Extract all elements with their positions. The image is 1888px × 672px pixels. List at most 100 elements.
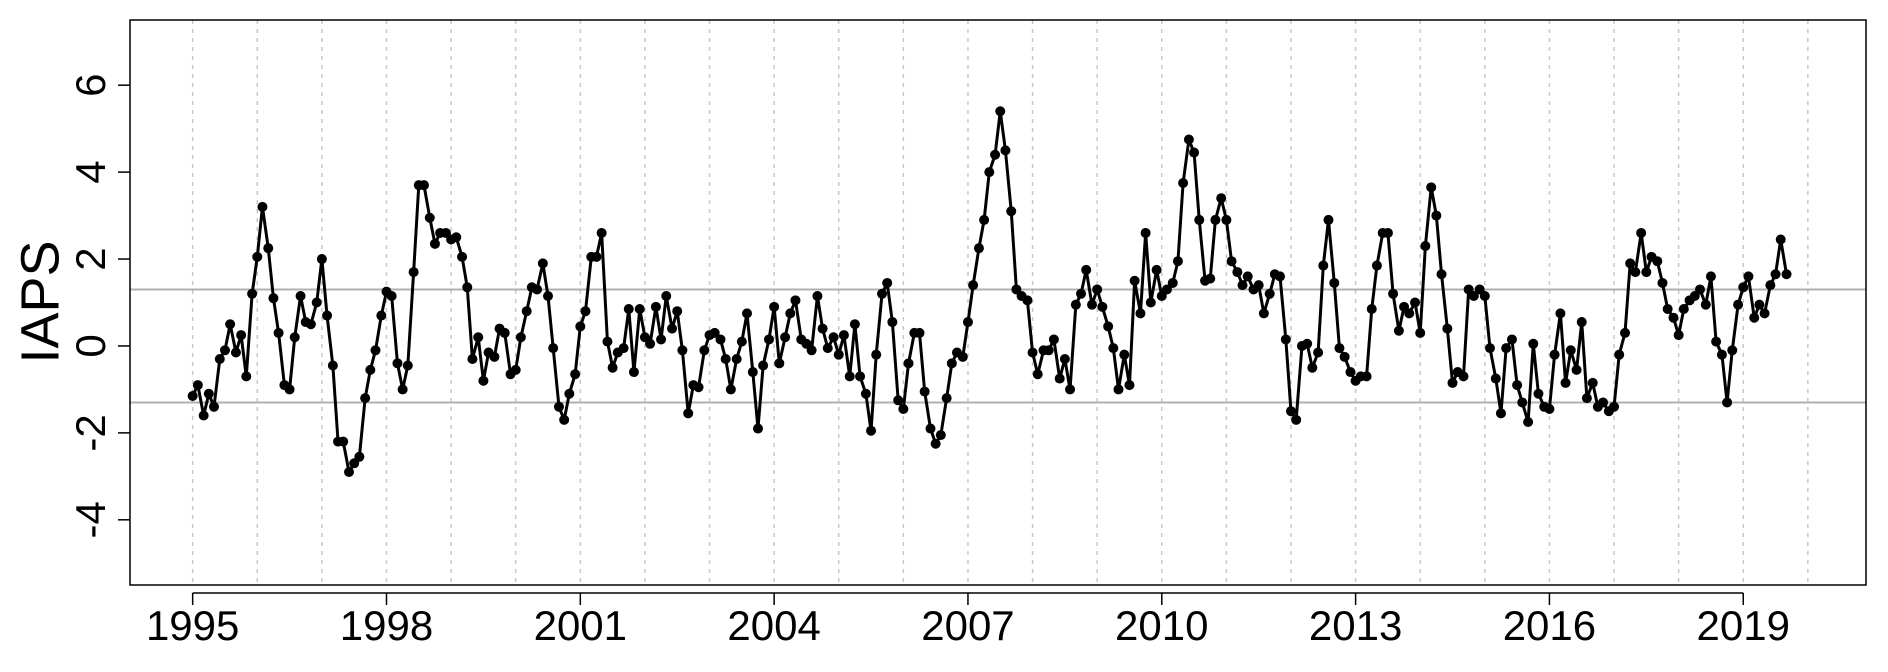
data-point bbox=[198, 410, 209, 421]
data-point bbox=[1022, 295, 1033, 306]
data-point bbox=[192, 380, 203, 391]
data-point bbox=[1549, 349, 1560, 360]
y-tick-label: 6 bbox=[67, 74, 114, 97]
data-point bbox=[742, 308, 753, 319]
data-point bbox=[457, 251, 468, 262]
data-point bbox=[1415, 327, 1426, 338]
data-point bbox=[984, 167, 995, 178]
data-point bbox=[1727, 345, 1738, 356]
data-point bbox=[677, 345, 688, 356]
data-point bbox=[925, 423, 936, 434]
data-point bbox=[882, 277, 893, 288]
data-point bbox=[451, 232, 462, 243]
data-point bbox=[962, 317, 973, 328]
y-tick-label: -2 bbox=[67, 414, 114, 451]
data-point bbox=[1716, 349, 1727, 360]
data-point bbox=[1490, 373, 1501, 384]
data-point bbox=[1759, 308, 1770, 319]
data-point bbox=[418, 180, 429, 191]
data-point bbox=[650, 301, 661, 312]
data-point bbox=[1501, 343, 1512, 354]
data-point bbox=[957, 351, 968, 362]
data-point bbox=[667, 323, 678, 334]
data-point bbox=[537, 258, 548, 269]
data-point bbox=[849, 319, 860, 330]
data-point bbox=[1700, 299, 1711, 310]
data-point bbox=[1468, 290, 1479, 301]
data-point bbox=[1329, 277, 1340, 288]
data-point bbox=[1775, 234, 1786, 245]
data-point bbox=[408, 267, 419, 278]
data-point bbox=[628, 367, 639, 378]
x-tick-label: 1998 bbox=[340, 602, 433, 649]
data-point bbox=[763, 334, 774, 345]
data-point bbox=[752, 423, 763, 434]
data-point bbox=[747, 367, 758, 378]
data-point bbox=[564, 388, 575, 399]
data-point bbox=[1172, 256, 1183, 267]
data-point bbox=[1393, 325, 1404, 336]
data-point bbox=[1506, 334, 1517, 345]
data-point bbox=[247, 288, 258, 299]
data-point bbox=[1426, 182, 1437, 193]
data-point bbox=[903, 358, 914, 369]
data-point bbox=[230, 347, 241, 358]
data-point bbox=[995, 106, 1006, 117]
data-point bbox=[1662, 304, 1673, 315]
data-point bbox=[473, 332, 484, 343]
data-point bbox=[812, 290, 823, 301]
data-point bbox=[1048, 334, 1059, 345]
data-point bbox=[806, 345, 817, 356]
data-point bbox=[1258, 308, 1269, 319]
data-point bbox=[284, 384, 295, 395]
data-point bbox=[187, 390, 198, 401]
data-point bbox=[1242, 271, 1253, 282]
data-point bbox=[1226, 256, 1237, 267]
x-tick-label: 2007 bbox=[921, 602, 1014, 649]
data-point bbox=[327, 360, 338, 371]
data-point bbox=[1076, 288, 1087, 299]
data-point bbox=[1135, 308, 1146, 319]
data-point bbox=[769, 301, 780, 312]
data-point bbox=[1754, 299, 1765, 310]
data-point bbox=[623, 304, 634, 315]
data-point bbox=[1528, 338, 1539, 349]
data-point bbox=[699, 345, 710, 356]
data-point bbox=[866, 425, 877, 436]
data-point bbox=[855, 371, 866, 382]
data-point bbox=[1630, 267, 1641, 278]
data-point bbox=[376, 310, 387, 321]
data-point bbox=[946, 358, 957, 369]
data-point bbox=[1307, 362, 1318, 373]
data-point bbox=[634, 304, 645, 315]
data-point bbox=[553, 401, 564, 412]
data-point bbox=[1366, 304, 1377, 315]
data-point bbox=[402, 360, 413, 371]
data-point bbox=[1555, 308, 1566, 319]
data-point bbox=[1216, 193, 1227, 204]
data-point bbox=[990, 149, 1001, 160]
data-point bbox=[860, 388, 871, 399]
data-point bbox=[898, 403, 909, 414]
data-point bbox=[1614, 349, 1625, 360]
data-point bbox=[672, 306, 683, 317]
data-point bbox=[252, 251, 263, 262]
data-point bbox=[1285, 406, 1296, 417]
x-tick-label: 2013 bbox=[1309, 602, 1402, 649]
data-point bbox=[257, 201, 268, 212]
data-point bbox=[1232, 267, 1243, 278]
data-point bbox=[1544, 403, 1555, 414]
data-point bbox=[661, 290, 672, 301]
data-point bbox=[1280, 334, 1291, 345]
data-point bbox=[715, 334, 726, 345]
data-point bbox=[1484, 343, 1495, 354]
data-point bbox=[1291, 414, 1302, 425]
data-point bbox=[1404, 308, 1415, 319]
data-point bbox=[973, 243, 984, 254]
data-point bbox=[1043, 345, 1054, 356]
data-point bbox=[386, 290, 397, 301]
data-point bbox=[1092, 284, 1103, 295]
data-point bbox=[1161, 284, 1172, 295]
data-point bbox=[1027, 347, 1038, 358]
